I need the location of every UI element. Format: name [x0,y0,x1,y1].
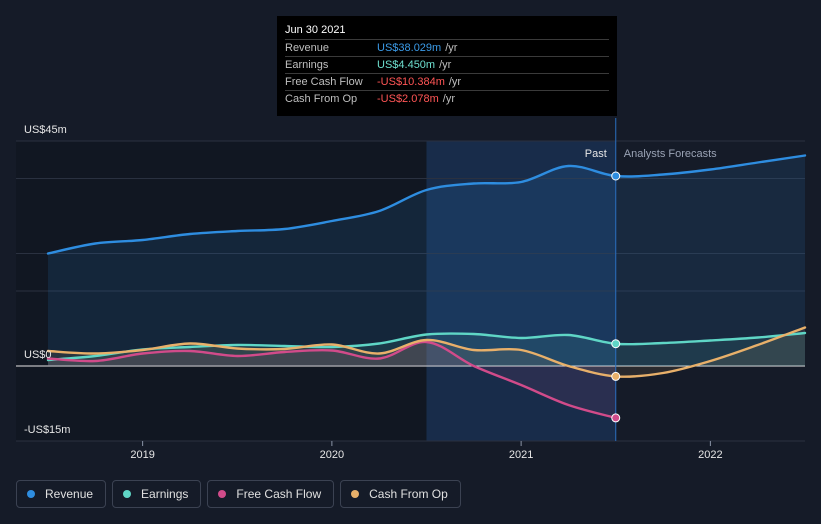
tooltip-date: Jun 30 2021 [285,24,346,36]
tooltip-value: -US$2.078m [377,93,439,105]
tooltip-unit: /yr [439,59,452,71]
legend-item-free-cash-flow[interactable]: Free Cash Flow [207,480,335,508]
legend-label: Revenue [45,487,94,501]
tooltip: Jun 30 2021 Revenue US$38.029m /yr Earni… [277,16,617,116]
x-tick-label: 2022 [698,449,722,461]
gridlines [16,140,805,442]
tooltip-row-cash-from-op: Cash From Op -US$2.078m /yr [285,90,609,107]
tooltip-label: Cash From Op [285,93,358,105]
x-axis-labels: 2019 2020 2021 2022 [130,441,723,461]
legend: Revenue Earnings Free Cash Flow Cash Fro… [16,480,461,508]
tooltip-unit: /yr [445,42,458,54]
tooltip-value: US$4.450m [377,59,436,71]
legend-label: Free Cash Flow [236,487,322,501]
marker-revenue [611,171,621,181]
y-tick-label: US$0 [24,349,52,361]
line-earnings [46,331,807,362]
area-free-cash-flow [48,341,616,418]
marker-free-cash-flow [611,413,621,423]
legend-dot-icon [123,490,132,498]
legend-label: Cash From Op [369,487,448,501]
tooltip-value: -US$10.384m [377,76,445,88]
x-tick-label: 2021 [509,449,533,461]
past-label: Past [585,148,607,160]
y-tick-label: US$45m [24,124,67,136]
line-revenue [46,154,807,255]
marker-earnings [611,339,621,349]
x-tick-label: 2019 [130,449,154,461]
line-free-cash-flow [46,340,617,420]
tooltip-row-revenue: Revenue US$38.029m /yr [285,39,609,56]
legend-item-earnings[interactable]: Earnings [112,480,202,508]
legend-dot-icon [218,490,227,498]
tooltip-unit: /yr [442,93,455,105]
area-cash-from-op [48,327,805,377]
tooltip-value: US$38.029m [377,42,442,54]
legend-dot-icon [27,490,35,498]
tooltip-unit: /yr [448,76,462,88]
legend-item-revenue[interactable]: Revenue [16,480,107,508]
y-axis-labels: US$45m US$0 -US$15m [24,124,70,436]
tooltip-label: Earnings [285,59,329,71]
forecast-label: Analysts Forecasts [624,148,717,160]
legend-item-cash-from-op[interactable]: Cash From Op [340,480,461,508]
tooltip-row-free-cash-flow: Free Cash Flow -US$10.384m /yr [285,73,609,90]
series-markers [611,171,621,423]
tooltip-label: Revenue [285,42,330,54]
line-cash-from-op [46,326,807,378]
series-lines [46,154,807,420]
y-tick-label: -US$15m [24,424,70,436]
legend-label: Earnings [141,487,189,501]
tooltip-row-earnings: Earnings US$4.450m /yr [285,56,609,73]
marker-cash-from-op [611,371,621,381]
legend-dot-icon [351,490,360,498]
x-tick-label: 2020 [320,449,344,461]
tooltip-label: Free Cash Flow [285,76,363,88]
